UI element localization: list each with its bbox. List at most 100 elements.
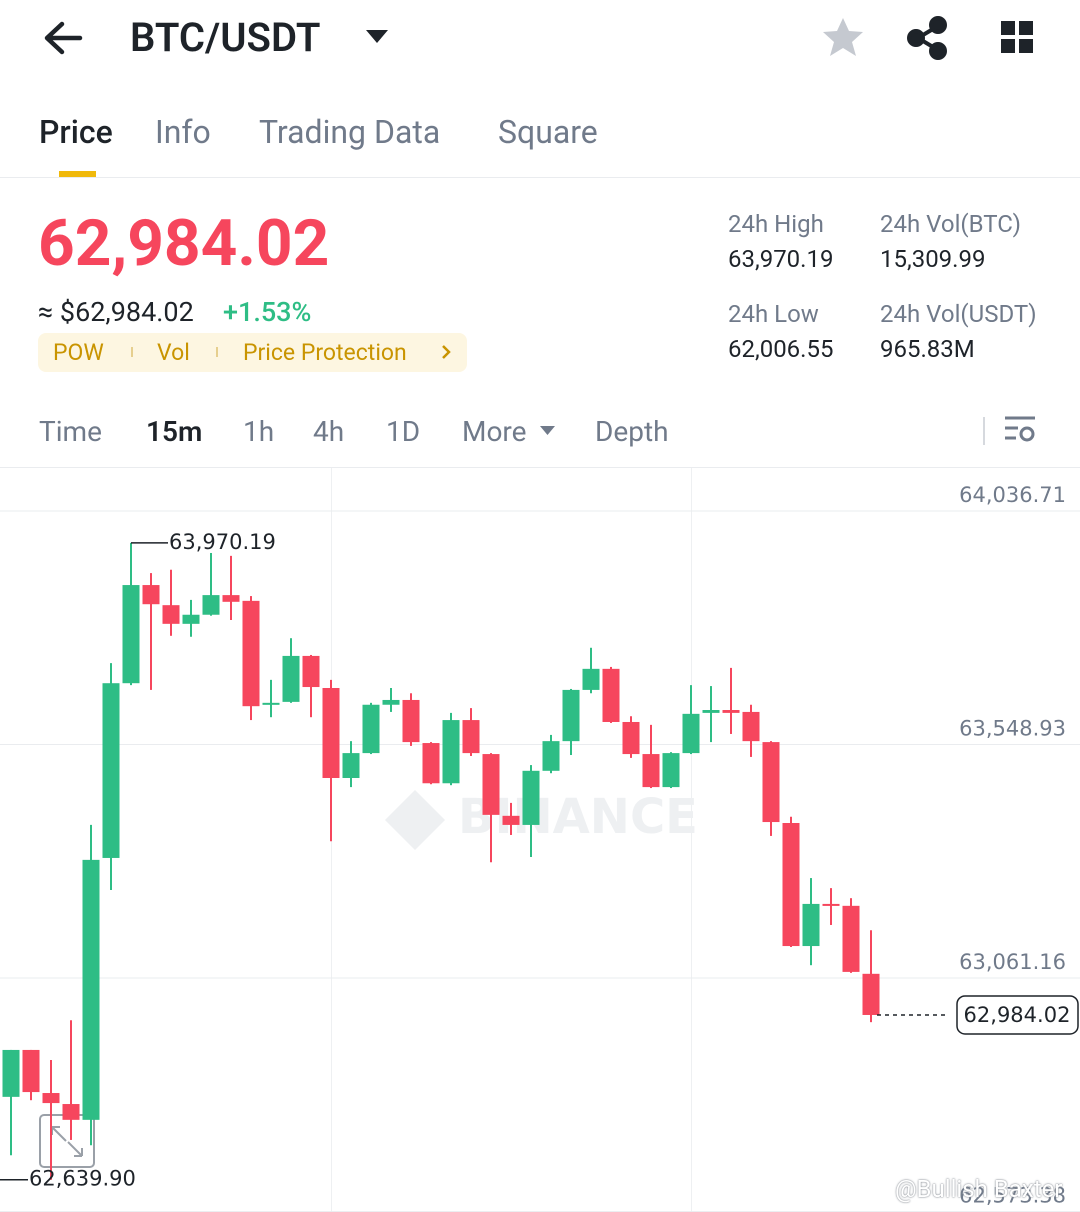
candle-body — [442, 720, 460, 784]
candle-body — [202, 595, 220, 615]
candle — [462, 708, 480, 756]
candle-body — [842, 905, 860, 972]
interval[interactable]: 15m — [146, 415, 203, 448]
tag[interactable]: Price Protection — [243, 339, 407, 366]
back-button[interactable] — [44, 21, 83, 55]
last-price-box — [956, 995, 1079, 1035]
low-marker-label: 62,639.90 — [29, 1167, 136, 1191]
candle-body — [522, 770, 540, 825]
candle-body — [402, 699, 420, 743]
candle — [602, 666, 620, 723]
tag[interactable]: POW — [53, 339, 104, 366]
candle-body — [182, 614, 200, 624]
last-price-label: 62,984.02 — [964, 1003, 1071, 1027]
expand-button[interactable] — [39, 1114, 95, 1168]
candle — [382, 687, 400, 712]
candle — [702, 686, 720, 743]
high-marker-label: 63,970.19 — [169, 530, 276, 554]
interval[interactable]: 1h — [243, 415, 275, 448]
candle — [62, 1020, 80, 1140]
candle-body — [482, 754, 500, 815]
fiat-price: ≈ $62,984.02 — [38, 296, 194, 328]
stat-value: 63,970.19 — [728, 245, 834, 273]
interval[interactable]: Depth — [595, 415, 669, 448]
candle — [102, 663, 120, 891]
share-button[interactable] — [907, 16, 947, 60]
tag-bar — [38, 333, 467, 372]
tab[interactable]: Trading Data — [259, 113, 441, 151]
candle — [582, 647, 600, 694]
candle — [322, 679, 340, 842]
candle — [742, 704, 760, 757]
pair-title[interactable]: BTC/USDT — [130, 14, 321, 61]
candle — [622, 716, 640, 758]
interval[interactable]: 4h — [313, 415, 345, 448]
y-tick-label: 64,036.71 — [959, 483, 1066, 507]
layout-button[interactable] — [1001, 21, 1033, 53]
candle — [282, 638, 300, 703]
pair-dropdown[interactable] — [366, 30, 388, 43]
candle — [302, 654, 320, 718]
candle-body — [762, 742, 780, 823]
stat-label: 24h Vol(USDT) — [880, 300, 1037, 328]
candle — [82, 824, 100, 1146]
candle-body — [382, 699, 400, 705]
favorite-star[interactable] — [823, 18, 863, 56]
candle — [822, 888, 840, 925]
candle-body — [582, 668, 600, 690]
interval[interactable]: 1D — [386, 415, 421, 448]
candle — [842, 898, 860, 973]
candle-body — [682, 713, 700, 754]
price-change: +1.53% — [223, 296, 312, 328]
candle-body — [602, 668, 620, 722]
candle — [682, 685, 700, 755]
candle — [422, 742, 440, 785]
candle — [482, 753, 500, 863]
candle-body — [342, 753, 360, 778]
stat-label: 24h Low — [728, 300, 819, 328]
interval[interactable]: More — [462, 415, 527, 448]
candle-body — [802, 903, 820, 947]
candle-body — [162, 605, 180, 624]
candle — [222, 555, 240, 621]
candle-body — [662, 753, 680, 788]
candle-body — [242, 600, 260, 707]
tag[interactable]: Vol — [157, 339, 190, 366]
candle — [662, 752, 680, 789]
tag-chevron[interactable] — [442, 345, 451, 359]
candle-body — [502, 815, 520, 825]
candle-body — [122, 585, 140, 684]
stat-value: 62,006.55 — [728, 335, 834, 363]
y-tick-label: 63,061.16 — [959, 950, 1066, 974]
candle-body — [622, 721, 640, 755]
tab[interactable]: Square — [498, 113, 598, 151]
candle-body — [642, 754, 660, 788]
stat-label: 24h Vol(BTC) — [880, 210, 1021, 238]
chart-settings-button[interactable] — [1005, 416, 1035, 442]
candle-body — [722, 710, 740, 713]
candle — [502, 802, 520, 835]
candle-body — [102, 683, 120, 858]
candle — [122, 542, 140, 686]
stat-value: 15,309.99 — [880, 245, 986, 273]
candle-body — [42, 1093, 60, 1104]
candle — [142, 573, 160, 690]
watermark-logo — [385, 790, 445, 850]
candle — [562, 688, 580, 756]
candle — [42, 1059, 60, 1180]
candle — [522, 765, 540, 857]
tab[interactable]: Info — [155, 113, 211, 151]
candle-body — [2, 1049, 20, 1097]
candle-body — [362, 704, 380, 754]
candle — [22, 1049, 40, 1101]
tab[interactable]: Price — [39, 113, 113, 151]
interval[interactable]: Time — [39, 415, 102, 448]
stat-value: 965.83M — [880, 335, 975, 363]
candlestick-chart: BINANCE 64,036.7163,548.9363,061.1662,57… — [0, 468, 1080, 1212]
candle-body — [562, 689, 580, 742]
candle — [362, 702, 380, 755]
y-tick-label: 63,548.93 — [959, 717, 1066, 741]
candle-body — [82, 859, 100, 1120]
candle — [342, 741, 360, 788]
last-price: 62,984.02 — [38, 206, 330, 281]
